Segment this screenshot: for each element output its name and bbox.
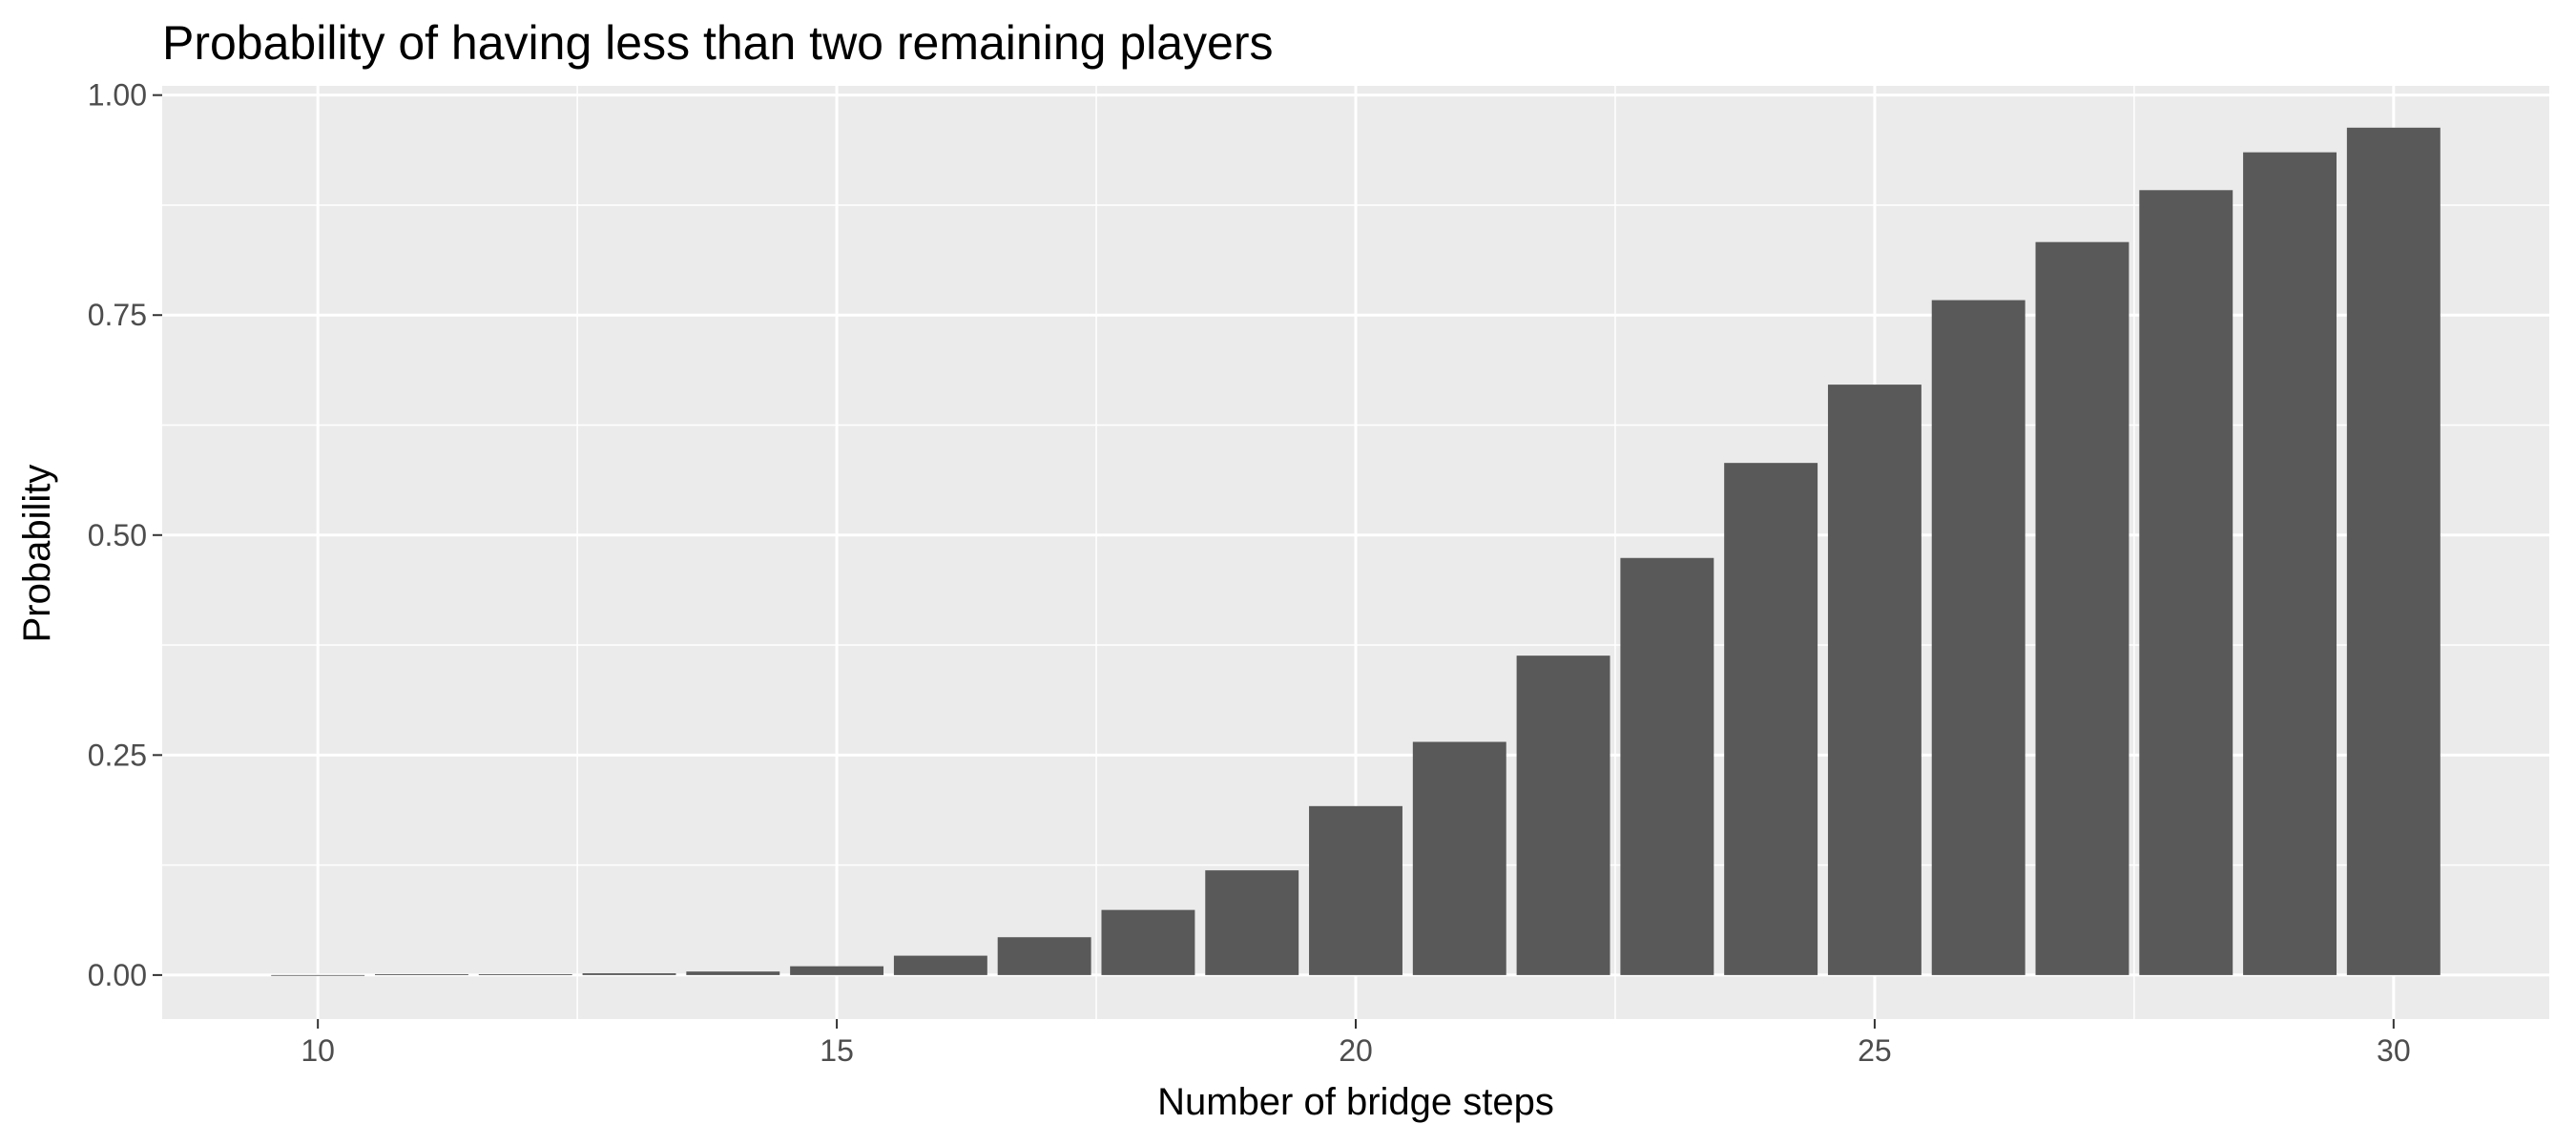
bar [2243,152,2337,975]
bar [375,973,468,975]
bar [686,971,780,975]
y-tick-label: 1.00 [88,78,147,113]
bar [582,973,676,975]
bar [1516,656,1610,975]
bar [1931,300,2025,975]
y-tick-label: 0.50 [88,518,147,552]
x-tick-label: 30 [2377,1033,2411,1068]
bar [1101,909,1195,975]
bar [271,974,365,976]
x-tick-label: 20 [1339,1033,1373,1068]
y-axis-title: Probability [16,465,58,643]
x-axis-title: Number of bridge steps [1157,1081,1554,1123]
bar [1412,741,1506,975]
y-tick-label: 0.75 [88,298,147,332]
x-axis: 10 15 20 25 30 [301,1019,2411,1068]
bar [1827,385,1922,975]
y-axis: 0.00 0.25 0.50 0.75 1.00 [88,78,162,992]
bar [1724,463,1818,975]
plot-panel [162,86,2549,1019]
bar [1205,870,1299,975]
x-tick-label: 15 [820,1033,854,1068]
y-tick-label: 0.25 [88,738,147,772]
x-tick-label: 25 [1858,1033,1892,1068]
chart-title: Probability of having less than two rema… [162,16,1274,70]
bar [2139,190,2233,975]
bar [478,973,572,975]
y-tick-label: 0.00 [88,958,147,992]
bar [2346,127,2441,975]
bar [2035,241,2129,975]
bar [790,966,884,975]
bar [997,937,1091,975]
x-tick-label: 10 [301,1033,335,1068]
bar [1620,557,1714,975]
bar [893,955,987,975]
bar [1309,805,1402,975]
